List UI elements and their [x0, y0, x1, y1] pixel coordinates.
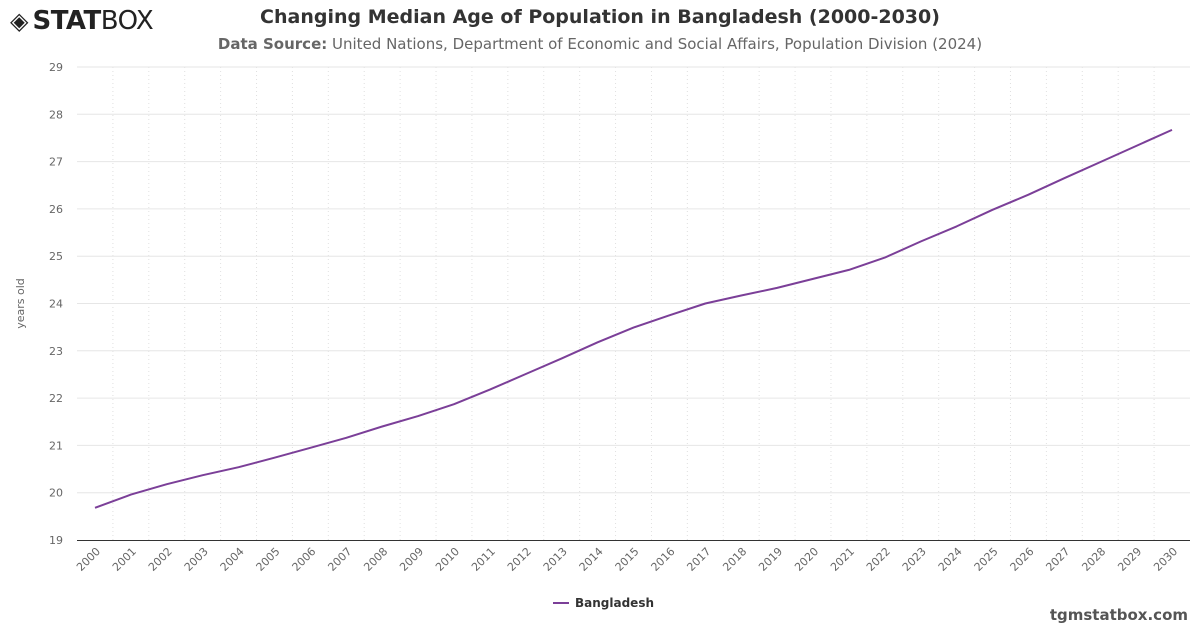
x-tick-label: 2008: [361, 545, 390, 574]
x-tick-label: 2001: [110, 545, 139, 574]
x-tick-label: 2018: [720, 545, 749, 574]
y-tick-label: 23: [49, 345, 63, 358]
y-tick-label: 20: [49, 487, 63, 500]
x-tick-label: 2002: [146, 545, 175, 574]
x-tick-label: 2029: [1115, 545, 1144, 574]
source-label: Data Source:: [217, 35, 328, 53]
x-tick-label: 2009: [397, 545, 426, 574]
x-tick-label: 2027: [1043, 545, 1072, 574]
x-tick-label: 2026: [1008, 545, 1037, 574]
x-tick-label: 2021: [828, 545, 857, 574]
x-tick-label: 2013: [541, 545, 570, 574]
chart-title: Changing Median Age of Population in Ban…: [260, 6, 940, 28]
x-tick-label: 2014: [577, 545, 606, 574]
chart-subtitle: Data Source: United Nations, Department …: [0, 35, 1200, 53]
x-tick-label: 2019: [756, 545, 785, 574]
y-tick-label: 28: [49, 108, 63, 121]
y-tick-label: 26: [49, 203, 63, 216]
x-tick-label: 2004: [218, 545, 247, 574]
logo-text-light: BOX: [100, 6, 154, 36]
source-text: United Nations, Department of Economic a…: [332, 35, 983, 53]
logo-text-bold: STAT: [32, 6, 101, 36]
x-tick-label: 2011: [469, 545, 498, 574]
x-tick-label: 2010: [433, 545, 462, 574]
x-tick-label: 2016: [649, 545, 678, 574]
series-line-bangladesh: [94, 128, 1173, 509]
x-tick-label: 2023: [900, 545, 929, 574]
x-tick-label: 2007: [325, 545, 354, 574]
x-tick-label: 2020: [792, 545, 821, 574]
y-tick-label: 29: [49, 61, 63, 74]
x-tick-label: 2028: [1079, 545, 1108, 574]
y-tick-label: 22: [49, 392, 63, 405]
x-tick-label: 2030: [1151, 545, 1180, 574]
x-tick-label: 2015: [613, 545, 642, 574]
y-tick-label: 21: [49, 439, 63, 452]
y-axis-label: years old: [14, 278, 27, 329]
x-tick-label: 2006: [290, 545, 319, 574]
x-tick-label: 2005: [254, 545, 283, 574]
x-tick-label: 2017: [684, 545, 713, 574]
y-tick-label: 27: [49, 156, 63, 169]
legend-item-bangladesh[interactable]: Bangladesh: [575, 596, 654, 610]
x-tick-label: 2012: [505, 545, 534, 574]
x-tick-label: 2025: [972, 545, 1001, 574]
x-tick-label: 2024: [936, 545, 965, 574]
y-tick-label: 25: [49, 250, 63, 263]
statbox-logo: ◈ STATBOX: [10, 6, 154, 36]
x-tick-label: 2003: [182, 545, 211, 574]
y-tick-label: 19: [49, 534, 63, 547]
diamond-logo-icon: ◈: [10, 7, 29, 35]
logo-wordmark: STATBOX: [32, 6, 153, 36]
y-tick-label: 24: [49, 298, 63, 311]
x-tick-label: 2022: [864, 545, 893, 574]
x-tick-label: 2000: [74, 545, 103, 574]
footer-site[interactable]: tgmstatbox.com: [1049, 606, 1188, 624]
